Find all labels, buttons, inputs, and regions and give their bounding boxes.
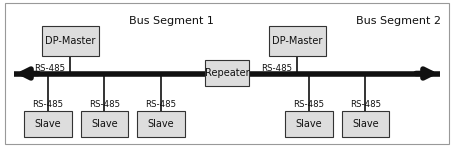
FancyBboxPatch shape [285,111,332,137]
Text: Repeater: Repeater [205,68,249,78]
Text: Bus Segment 1: Bus Segment 1 [129,16,214,26]
Text: Slave: Slave [352,119,379,129]
FancyBboxPatch shape [269,26,326,56]
FancyBboxPatch shape [342,111,390,137]
Text: RS-485: RS-485 [350,100,381,109]
Text: Slave: Slave [296,119,322,129]
Text: Slave: Slave [91,119,118,129]
Text: RS-485: RS-485 [146,100,177,109]
Text: RS-485: RS-485 [293,100,324,109]
FancyBboxPatch shape [42,26,99,56]
Text: Bus Segment 2: Bus Segment 2 [356,16,441,26]
Text: Slave: Slave [148,119,174,129]
FancyBboxPatch shape [24,111,72,137]
Text: DP-Master: DP-Master [45,36,95,46]
Text: RS-485: RS-485 [32,100,63,109]
Text: RS-485: RS-485 [261,64,292,73]
FancyBboxPatch shape [206,60,249,86]
Text: RS-485: RS-485 [34,64,65,73]
Text: RS-485: RS-485 [89,100,120,109]
Text: Slave: Slave [35,119,61,129]
FancyBboxPatch shape [81,111,128,137]
Text: DP-Master: DP-Master [272,36,322,46]
FancyBboxPatch shape [138,111,185,137]
